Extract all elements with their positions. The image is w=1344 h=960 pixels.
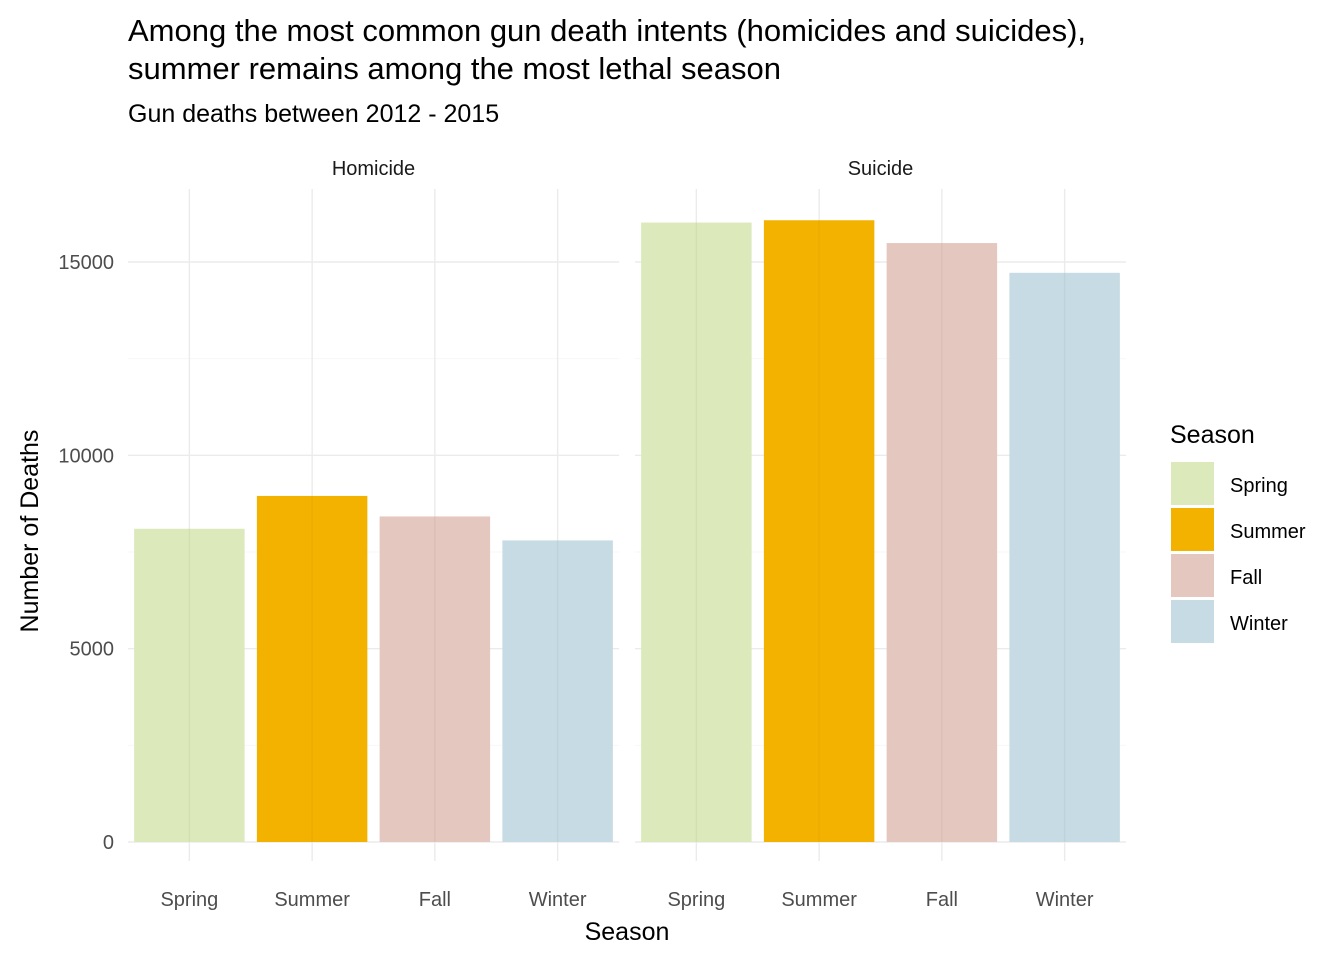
legend-label-spring: Spring [1230,475,1288,497]
y-axis: 0 5000 10000 15000 [58,252,114,854]
chart-subtitle: Gun deaths between 2012 - 2015 [128,100,499,128]
legend-label-summer: Summer [1230,521,1306,543]
facet-panel-suicide: Suicide Spring Summer Fall Winter [635,158,1126,911]
x-tick-label-suicide-summer: Summer [781,889,857,911]
legend-title: Season [1170,421,1255,449]
legend-label-winter: Winter [1230,613,1288,635]
chart-title-line-1: Among the most common gun death intents … [128,13,1086,48]
bar-homicide-winter [502,540,613,842]
chart-title-line-2: summer remains among the most lethal sea… [128,51,781,86]
y-axis-title: Number of Deaths [16,430,44,633]
legend-swatch-spring [1171,462,1214,505]
bar-suicide-summer [763,220,875,843]
x-axis-title: Season [585,918,670,946]
y-tick-label-0: 0 [103,832,114,854]
x-tick-label-homicide-fall: Fall [419,889,451,911]
y-tick-label-5000: 5000 [70,639,115,661]
y-tick-label-15000: 15000 [58,252,114,274]
x-tick-label-homicide-summer: Summer [274,889,350,911]
x-tick-label-homicide-winter: Winter [529,889,587,911]
x-tick-label-suicide-spring: Spring [667,889,725,911]
legend: Season Spring Summer Fall Winter [1170,421,1306,643]
bar-homicide-spring [134,528,245,842]
legend-swatch-summer [1171,508,1214,551]
y-tick-label-10000: 10000 [58,445,114,467]
bar-suicide-winter [1009,272,1120,842]
bar-suicide-fall [886,243,998,842]
bar-suicide-spring [641,222,752,842]
facet-panels: Homicide Spring Summer Fall Winter Suicide Spr… [128,158,1126,911]
facet-label-homicide: Homicide [332,158,415,180]
x-tick-label-homicide-spring: Spring [160,889,218,911]
bar-homicide-summer [256,495,368,842]
facet-label-suicide: Suicide [848,158,914,180]
facet-panel-homicide: Homicide Spring Summer Fall Winter [128,158,619,911]
bar-homicide-fall [379,516,491,842]
legend-label-fall: Fall [1230,567,1262,589]
legend-swatch-winter [1171,600,1214,643]
x-tick-label-suicide-fall: Fall [926,889,958,911]
x-tick-label-suicide-winter: Winter [1036,889,1094,911]
legend-swatch-fall [1171,554,1214,597]
